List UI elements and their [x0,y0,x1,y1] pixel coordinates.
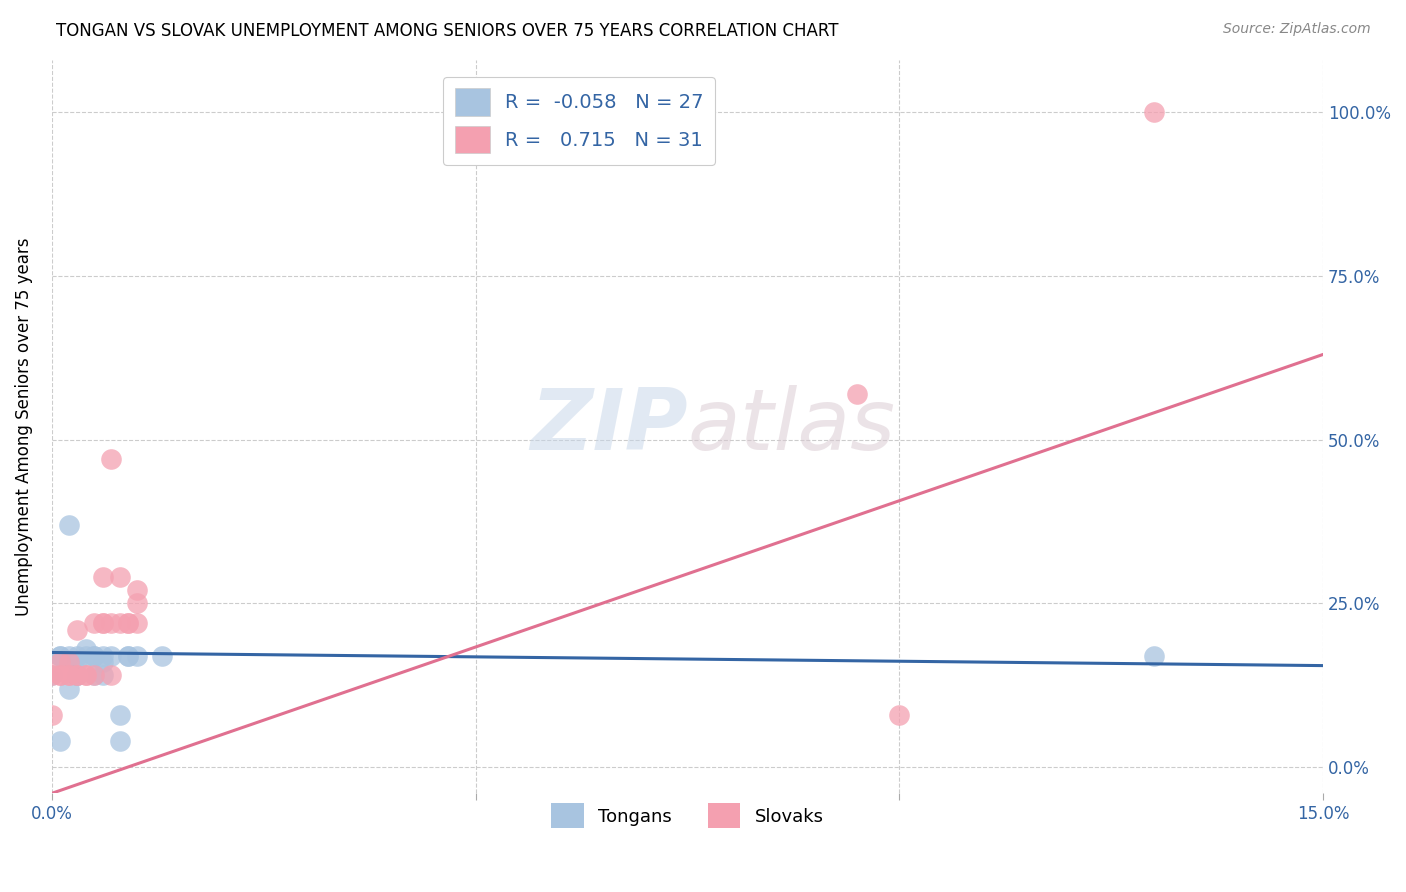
Point [91,656,114,670]
Point [91,615,114,630]
Text: Source: ZipAtlas.com: Source: ZipAtlas.com [1223,22,1371,37]
Point [66,623,89,637]
Text: TONGAN VS SLOVAK UNEMPLOYMENT AMONG SENIORS OVER 75 YEARS CORRELATION CHART: TONGAN VS SLOVAK UNEMPLOYMENT AMONG SENI… [56,22,839,40]
Point [66,648,89,663]
Point [66,668,89,682]
Point [83,648,105,663]
Point [58,668,80,682]
Point [100,452,122,467]
Point [41,668,63,682]
Point [66,668,89,682]
Point [83,648,105,663]
Point [58,681,80,696]
Point [66,668,89,682]
Point [75,648,97,663]
Point [108,615,131,630]
Point [58,656,80,670]
Point [58,648,80,663]
Point [49,668,72,682]
Point [846,386,869,401]
Point [108,570,131,584]
Point [49,734,72,748]
Point [889,707,911,722]
Point [49,648,72,663]
Point [91,648,114,663]
Point [100,648,122,663]
Point [117,615,139,630]
Point [75,668,97,682]
Point [100,668,122,682]
Point [83,615,105,630]
Point [125,615,148,630]
Point [117,648,139,663]
Point [91,668,114,682]
Y-axis label: Unemployment Among Seniors over 75 years: Unemployment Among Seniors over 75 years [15,237,32,615]
Point [75,642,97,657]
Point [1142,105,1164,120]
Point [100,615,122,630]
Point [108,707,131,722]
Point [66,668,89,682]
Point [125,583,148,598]
Point [91,615,114,630]
Point [125,596,148,610]
Point [1142,648,1164,663]
Point [83,668,105,682]
Point [41,707,63,722]
Point [49,668,72,682]
Point [125,648,148,663]
Text: ZIP: ZIP [530,385,688,468]
Legend: Tongans, Slovaks: Tongans, Slovaks [544,796,831,836]
Point [41,668,63,682]
Point [83,668,105,682]
Point [58,668,80,682]
Point [108,734,131,748]
Point [91,570,114,584]
Point [66,656,89,670]
Point [49,656,72,670]
Point [58,517,80,532]
Point [49,648,72,663]
Text: atlas: atlas [688,385,896,468]
Point [150,648,173,663]
Point [117,615,139,630]
Point [117,648,139,663]
Point [75,668,97,682]
